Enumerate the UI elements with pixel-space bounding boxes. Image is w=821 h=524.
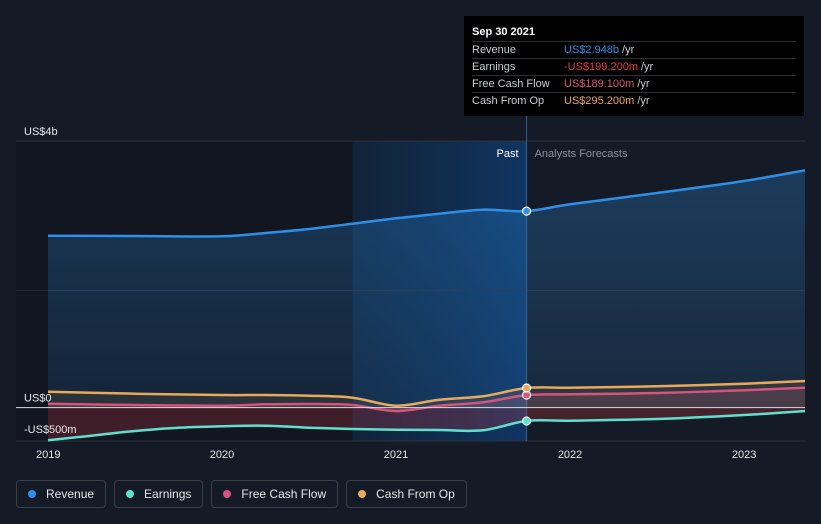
legend-dot-icon	[126, 490, 135, 498]
tooltip-row-revenue: Revenue US$2.948b /yr	[472, 41, 796, 58]
legend-label: Earnings	[144, 487, 192, 501]
tooltip-value: -US$199.200m	[564, 61, 638, 73]
tooltip-label: Revenue	[472, 44, 517, 56]
legend-dot-icon	[223, 490, 232, 498]
y-tick-label: -US$500m	[24, 424, 77, 436]
tooltip-label: Free Cash Flow	[472, 78, 550, 90]
legend-label: Cash From Op	[376, 487, 455, 501]
cash-from-op-marker	[521, 383, 532, 393]
chart-legend: Revenue Earnings Free Cash Flow Cash Fro…	[16, 480, 467, 508]
free-cash-flow-area	[48, 387, 805, 412]
legend-dot-icon	[358, 490, 367, 498]
y-tick-label: US$0	[24, 393, 52, 405]
legend-item-cash-from-op[interactable]: Cash From Op	[346, 480, 467, 508]
tooltip-unit: /yr	[622, 44, 635, 56]
revenue-line	[47, 169, 806, 238]
legend-dot-icon	[28, 490, 36, 498]
earnings-line	[47, 409, 806, 442]
earnings-area	[48, 407, 805, 441]
x-tick-label: 2019	[36, 449, 60, 461]
legend-item-revenue[interactable]: Revenue	[16, 480, 107, 508]
tooltip-date: Sep 30 2021	[472, 26, 535, 38]
x-tick-label: 2022	[558, 449, 582, 461]
tooltip-value: US$2.948b	[564, 44, 620, 56]
tooltip-label: Cash From Op	[472, 95, 545, 107]
legend-label: Revenue	[46, 487, 95, 501]
tooltip-panel: Sep 30 2021 Revenue US$2.948b /yr Earnin…	[464, 16, 804, 116]
tooltip-row-earnings: Earnings -US$199.200m /yr	[472, 58, 796, 75]
x-tick-label: 2021	[384, 449, 408, 461]
past-label: Past	[497, 148, 519, 160]
earnings-marker	[521, 416, 532, 426]
cash-from-op-line	[47, 379, 806, 407]
tooltip-value: US$295.200m	[564, 95, 635, 107]
tooltip-value: US$189.100m	[564, 78, 635, 90]
tooltip-label: Earnings	[472, 61, 516, 73]
tooltip-row-cash-from-op: Cash From Op US$295.200m /yr	[472, 92, 796, 109]
x-tick-label: 2020	[210, 449, 234, 461]
tooltip-row-free-cash-flow: Free Cash Flow US$189.100m /yr	[472, 75, 796, 92]
y-tick-label: US$4b	[24, 126, 58, 138]
x-tick-label: 2023	[732, 449, 756, 461]
legend-label: Free Cash Flow	[241, 487, 327, 501]
tooltip-unit: /yr	[637, 95, 650, 107]
tooltip-unit: /yr	[641, 61, 654, 73]
free-cash-flow-line	[47, 386, 806, 413]
forecast-label: Analysts Forecasts	[535, 148, 628, 160]
legend-item-free-cash-flow[interactable]: Free Cash Flow	[211, 480, 339, 508]
legend-item-earnings[interactable]: Earnings	[114, 480, 204, 508]
revenue-marker	[521, 206, 532, 216]
tooltip-unit: /yr	[637, 78, 650, 90]
revenue-area	[48, 170, 805, 408]
